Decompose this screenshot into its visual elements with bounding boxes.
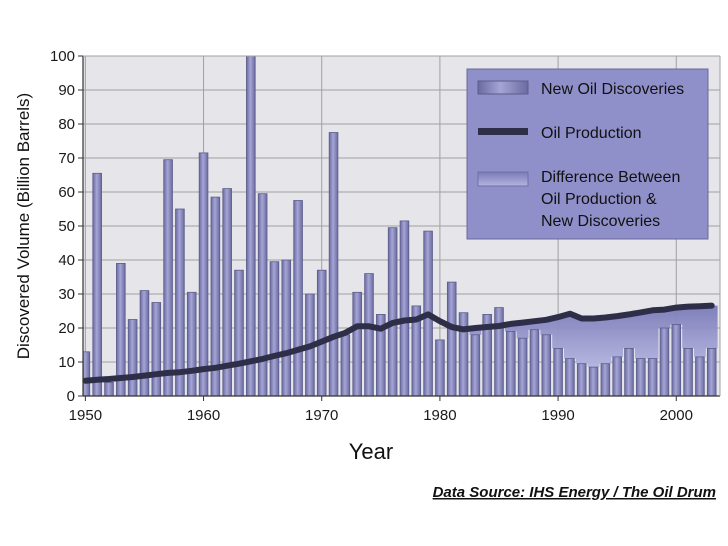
- difference-area: [457, 305, 718, 368]
- bar-1970: [316, 269, 327, 396]
- y-tick-label-80: 80: [58, 116, 75, 133]
- y-tick-labels: 0 10 20 30 40 50 60 70 80 90 100: [50, 48, 83, 405]
- bar-2003: [706, 347, 717, 396]
- x-tick-label-1990: 1990: [541, 407, 574, 424]
- bar-2001: [683, 347, 693, 396]
- bar-1980: [435, 339, 445, 396]
- bar-1956: [151, 302, 162, 396]
- bar-1998: [647, 358, 658, 396]
- x-axis-label: Year: [349, 439, 393, 464]
- legend-label-difference-2: Oil Production &: [541, 191, 657, 208]
- bar-1985: [494, 307, 504, 396]
- bar-2000: [671, 324, 682, 396]
- legend-label-discoveries: New Oil Discoveries: [541, 81, 684, 98]
- legend-swatch-discoveries: [477, 80, 529, 95]
- legend-label-difference-1: Difference Between: [541, 169, 680, 186]
- bar-1962: [222, 188, 232, 396]
- legend-swatch-production: [478, 128, 528, 135]
- bar-1982: [458, 312, 469, 396]
- bar-1988: [529, 329, 540, 396]
- legend: New Oil Discoveries Oil Production Diffe…: [466, 68, 709, 240]
- y-tick-label-30: 30: [58, 286, 75, 303]
- bar-1996: [624, 347, 634, 396]
- y-tick-label-20: 20: [58, 320, 75, 337]
- bar-1971: [328, 132, 339, 396]
- x-tick-label-1960: 1960: [187, 407, 220, 424]
- bar-1983: [470, 334, 481, 396]
- y-tick-label-100: 100: [50, 48, 75, 65]
- x-tick-label-2000: 2000: [660, 407, 693, 424]
- legend-label-difference-3: New Discoveries: [541, 213, 660, 230]
- bar-1951: [92, 172, 102, 396]
- bar-1997: [636, 358, 646, 396]
- bar-2002: [695, 356, 705, 396]
- bar-1987: [517, 337, 528, 396]
- bar-1976: [387, 227, 398, 396]
- bar-1986: [506, 330, 516, 396]
- y-tick-label-0: 0: [67, 388, 75, 405]
- x-tick-label-1980: 1980: [423, 407, 456, 424]
- x-tick-label-1970: 1970: [305, 407, 338, 424]
- bar-1957: [163, 159, 173, 396]
- bar-1964: [246, 56, 256, 396]
- bar-1959: [186, 291, 197, 396]
- bar-1990: [553, 347, 563, 396]
- difference-area-layer: [457, 305, 718, 368]
- bar-1953: [116, 262, 126, 396]
- bar-1958: [175, 208, 185, 396]
- bar-1967: [281, 259, 292, 396]
- bar-1966: [269, 261, 280, 396]
- bar-1999: [659, 327, 670, 396]
- bar-1952: [104, 381, 114, 396]
- x-tick-labels: 1950 1960 1970 1980 1990 2000: [69, 396, 693, 424]
- data-source-note: Data Source: IHS Energy / The Oil Drum: [433, 484, 716, 501]
- y-tick-label-90: 90: [58, 82, 75, 99]
- bar-1991: [565, 358, 575, 396]
- bar-1955: [139, 290, 150, 396]
- bar-1963: [234, 269, 244, 396]
- bar-1989: [541, 334, 552, 396]
- y-tick-label-50: 50: [58, 218, 75, 235]
- bar-1960: [198, 152, 209, 396]
- bar-1965: [257, 193, 268, 396]
- bar-1977: [399, 220, 410, 396]
- legend-box: [466, 68, 709, 240]
- bar-1974: [364, 273, 374, 396]
- production-line-layer: [82, 302, 715, 384]
- y-axis-label: Discovered Volume (Billion Barrels): [14, 93, 33, 359]
- y-tick-label-40: 40: [58, 252, 75, 269]
- legend-label-production: Oil Production: [541, 125, 642, 142]
- oil-production-line: [82, 302, 715, 384]
- bar-1995: [612, 356, 622, 396]
- bar-1961: [210, 196, 221, 396]
- bar-1994: [600, 363, 611, 396]
- legend-swatch-difference: [477, 171, 529, 187]
- y-tick-label-10: 10: [58, 354, 75, 371]
- bar-1992: [576, 363, 587, 396]
- bar-1972: [340, 334, 351, 396]
- bar-1954: [127, 319, 138, 396]
- bar-1968: [293, 200, 303, 396]
- bar-1950: [83, 351, 91, 396]
- bar-1993: [588, 366, 599, 396]
- bar-1973: [352, 291, 362, 396]
- x-tick-label-1950: 1950: [69, 407, 102, 424]
- bar-1981: [446, 281, 457, 396]
- y-tick-label-60: 60: [58, 184, 75, 201]
- y-tick-label-70: 70: [58, 150, 75, 167]
